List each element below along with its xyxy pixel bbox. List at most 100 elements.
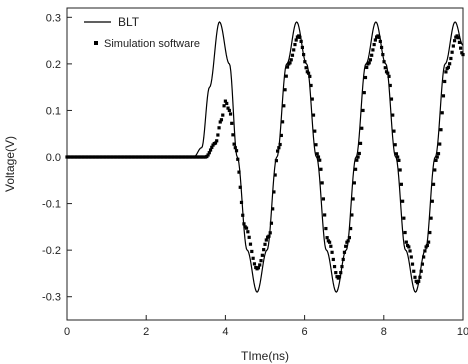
- series-simulation-point: [313, 129, 317, 133]
- x-tick-label: 2: [143, 326, 149, 338]
- x-axis-ticks: 0 2 4 6 8 10: [64, 315, 468, 338]
- series-simulation-point: [341, 257, 345, 262]
- series-simulation-point: [278, 142, 282, 147]
- series-simulation-point: [288, 61, 292, 65]
- series-simulation-point: [222, 104, 226, 108]
- y-tick-label: 0.2: [46, 59, 61, 71]
- series-simulation-point: [219, 118, 224, 122]
- series-simulation-point: [452, 39, 457, 43]
- series-simulation-point: [304, 66, 308, 70]
- x-tick-label: 10: [457, 326, 468, 338]
- series-simulation-point: [277, 146, 281, 150]
- series-simulation-point: [264, 238, 268, 242]
- series-simulation-point: [372, 42, 376, 47]
- series-simulation-point: [242, 222, 246, 226]
- series-simulation-point: [258, 263, 262, 267]
- series-simulation-point: [451, 44, 455, 48]
- y-tick-label: -0.2: [42, 245, 61, 257]
- series-simulation-point: [441, 94, 446, 98]
- series-simulation-point: [450, 50, 454, 54]
- series-simulation-point: [293, 42, 297, 47]
- series-simulation-point: [263, 242, 267, 246]
- series-simulation-point: [456, 36, 460, 40]
- series-simulation-point: [227, 108, 231, 113]
- series-simulation-point: [352, 181, 356, 185]
- series-simulation-point: [427, 240, 431, 244]
- series-simulation-point: [234, 149, 239, 153]
- series-simulation-point: [347, 236, 351, 240]
- series-simulation-point: [393, 143, 397, 147]
- series-simulation-point: [357, 151, 361, 156]
- series-simulation-point: [422, 255, 426, 259]
- series-simulation-point: [378, 39, 382, 43]
- series-simulation-point: [436, 152, 441, 156]
- series-simulation-point: [260, 253, 264, 257]
- series-simulation-point: [423, 249, 427, 253]
- series-simulation-point: [419, 269, 423, 273]
- series-simulation-point: [216, 133, 220, 137]
- series-simulation-point: [438, 142, 442, 146]
- series-simulation-point: [394, 152, 399, 156]
- series-simulation-point: [337, 275, 342, 279]
- series-simulation-point: [262, 248, 266, 252]
- series-simulation-point: [361, 108, 365, 113]
- series-simulation-point: [434, 158, 438, 162]
- series-simulation-point: [461, 52, 465, 57]
- series-simulation-point: [417, 279, 421, 283]
- series-simulation-point: [403, 230, 407, 235]
- series-simulation-point: [284, 74, 288, 78]
- series-simulation-point: [340, 264, 344, 269]
- legend-marker-sample: [94, 41, 98, 45]
- series-simulation-point: [329, 244, 333, 248]
- series-simulation-point: [396, 155, 400, 159]
- series-simulation-point: [368, 58, 373, 62]
- series-simulation-point: [256, 266, 260, 270]
- series-simulation-point: [449, 56, 453, 61]
- series-simulation-point: [433, 168, 437, 172]
- series-simulation-point: [223, 99, 227, 103]
- series-simulation-point: [315, 152, 319, 156]
- series-simulation-point: [386, 71, 390, 75]
- series-simulation-point: [252, 262, 257, 266]
- series-simulation-point: [226, 106, 230, 110]
- series-simulation-point: [358, 141, 363, 145]
- series-simulation-point: [232, 142, 236, 146]
- series-simulation-point: [251, 256, 255, 260]
- x-tick-label: 6: [302, 326, 308, 338]
- series-simulation-point: [318, 158, 322, 162]
- series-simulation-point: [356, 155, 360, 159]
- series-simulation-point: [324, 226, 328, 231]
- series-simulation-point: [387, 74, 391, 78]
- y-axis-ticks: -0.3 -0.2 -0.1 0.0 0.1 0.2 0.3: [42, 12, 72, 304]
- series-simulation-point: [351, 197, 355, 201]
- series-simulation-point: [218, 120, 222, 124]
- series-simulation-point: [298, 35, 302, 39]
- series-simulation-point: [250, 249, 254, 254]
- series-simulation-point: [429, 216, 433, 220]
- series-simulation-point: [320, 181, 324, 185]
- series-simulation-point: [428, 230, 432, 235]
- series-simulation-point: [289, 58, 293, 62]
- series-simulation-point: [221, 113, 225, 117]
- series-simulation-point: [207, 151, 211, 155]
- series-simulation-point: [339, 271, 343, 275]
- series-simulation-point: [391, 113, 395, 117]
- series-simulation-point: [272, 190, 276, 194]
- series-simulation-point: [430, 199, 434, 203]
- series-simulation-point: [246, 230, 250, 234]
- series-simulation-point: [413, 275, 417, 279]
- series-simulation-point: [409, 255, 413, 259]
- series-simulation-point: [233, 146, 237, 150]
- series-simulation-point: [346, 239, 350, 243]
- series-simulation-point: [377, 35, 381, 39]
- series-simulation-point: [330, 250, 334, 254]
- series-simulation-point: [388, 83, 392, 88]
- series-simulation-point: [306, 71, 311, 75]
- series-simulation-point: [349, 226, 353, 231]
- y-tick-label: 0.1: [46, 105, 61, 117]
- series-simulation-point: [398, 168, 402, 172]
- series-simulation-point: [283, 88, 287, 92]
- legend: BLT Simulation software: [84, 15, 200, 50]
- series-simulation-point: [236, 157, 240, 161]
- series-simulation-point: [334, 271, 338, 275]
